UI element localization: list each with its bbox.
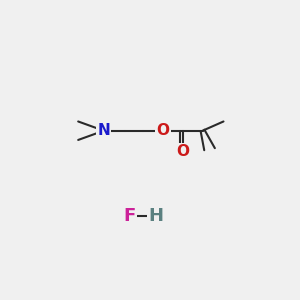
Text: O: O: [176, 144, 189, 159]
Text: O: O: [157, 123, 169, 138]
Text: N: N: [98, 123, 110, 138]
Text: H: H: [148, 207, 164, 225]
Text: F: F: [123, 207, 136, 225]
